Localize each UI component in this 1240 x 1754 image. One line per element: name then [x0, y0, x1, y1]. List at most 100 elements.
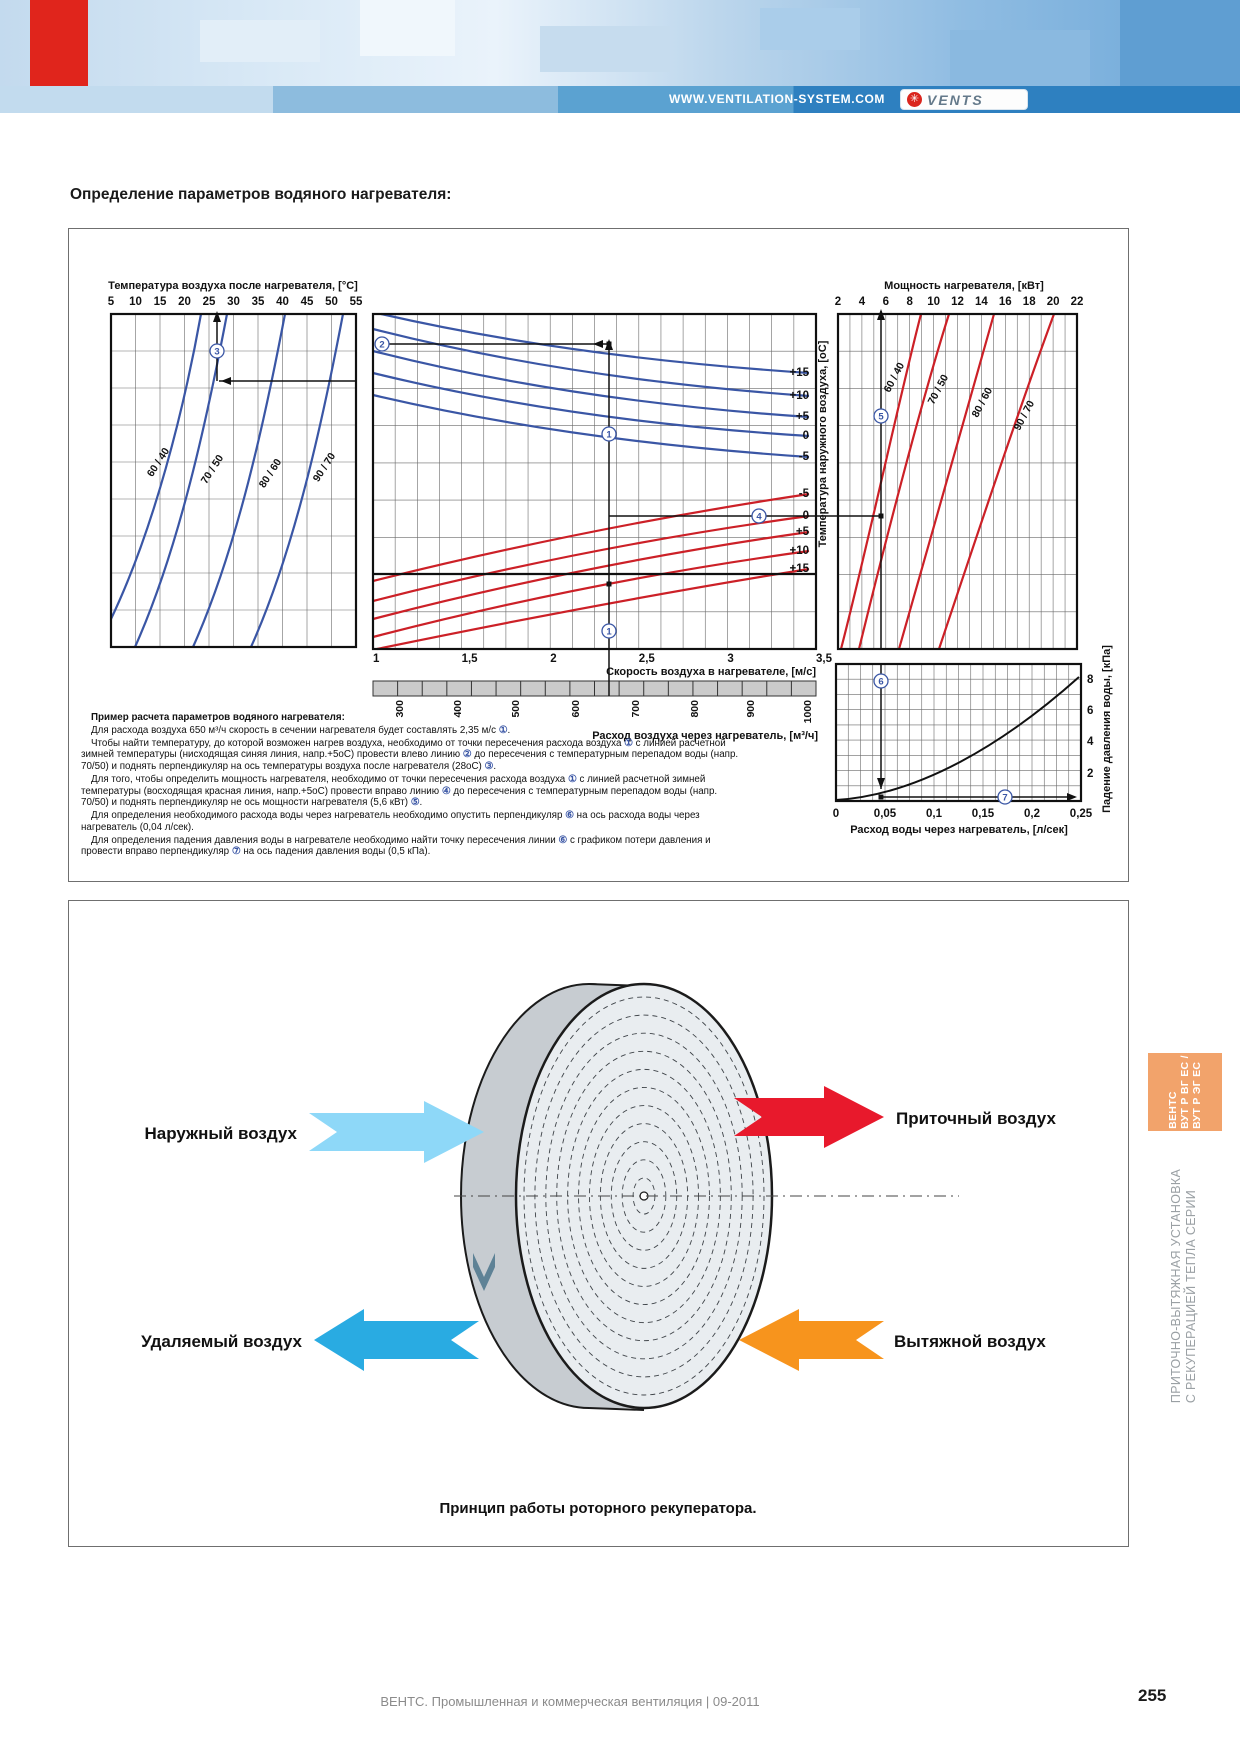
sky-tile	[200, 20, 320, 62]
example-paragraph: Для определения необходимого расхода вод…	[81, 810, 700, 833]
example-paragraph: Чтобы найти температуру, до которой возм…	[81, 737, 739, 773]
svg-text:40: 40	[276, 296, 289, 308]
svg-text:15: 15	[154, 296, 167, 308]
svg-text:5: 5	[878, 412, 884, 423]
svg-text:3,5: 3,5	[816, 653, 833, 665]
brand-name: VENTS	[927, 91, 984, 108]
left-panel-water-curves	[110, 313, 345, 648]
series-label-line: С РЕКУПЕРАЦИЕЙ ТЕПЛА СЕРИИ	[1184, 1189, 1198, 1404]
svg-text:900: 900	[745, 700, 757, 718]
nomogram-chart: Температура воздуха после нагревателя, […	[108, 280, 1113, 836]
svg-text:800: 800	[689, 700, 701, 718]
svg-text:22: 22	[1071, 296, 1084, 308]
svg-text:8: 8	[1087, 674, 1094, 686]
svg-text:12: 12	[951, 296, 964, 308]
right-panel-power-curves	[839, 313, 1056, 650]
svg-text:25: 25	[203, 296, 216, 308]
svg-text:2: 2	[835, 296, 841, 308]
pressure-panel-grid	[836, 664, 1081, 801]
svg-text:50: 50	[325, 296, 338, 308]
svg-text:500: 500	[510, 700, 522, 718]
heater-nomogram-figure: Температура воздуха после нагревателя, […	[68, 228, 1129, 882]
water-flow-axis-ticks: 0 0,05 0,1 0,15 0,2 0,25	[833, 808, 1093, 820]
rotary-recuperator-figure: Наружный воздух Приточный воздух Удаляем…	[68, 900, 1129, 1547]
svg-text:6: 6	[883, 296, 889, 308]
svg-text:600: 600	[570, 700, 582, 718]
example-title: Пример расчета параметров водяного нагре…	[91, 712, 345, 723]
figure-caption: Принцип работы роторного рекуператора.	[439, 1500, 756, 1517]
series-label-text: ПРИТОЧНО-ВЫТЯЖНАЯ УСТАНОВКА С РЕКУПЕРАЦИ…	[1169, 1169, 1199, 1403]
series-tab-line: ВУТ Р ЭГ ЕС	[1191, 1061, 1203, 1129]
footer-text: ВЕНТС. Промышленная и коммерческая венти…	[380, 1694, 760, 1709]
svg-text:35: 35	[252, 296, 265, 308]
svg-text:20: 20	[178, 296, 191, 308]
brand-red-block	[30, 0, 88, 88]
svg-text:3: 3	[214, 347, 219, 358]
series-tab-line: ВУТ Р ВГ ЕС /	[1179, 1055, 1191, 1129]
right-curve-labels: 60 / 40 70 / 50 80 / 60 90 / 70	[882, 360, 1038, 432]
middle-panel-border	[371, 312, 818, 651]
svg-text:-5: -5	[799, 451, 810, 463]
svg-text:5: 5	[108, 296, 115, 308]
svg-text:+10: +10	[789, 390, 809, 402]
extract-air-arrow	[314, 1309, 479, 1371]
svg-text:+15: +15	[789, 563, 809, 575]
svg-text:0: 0	[833, 808, 839, 820]
velocity-axis-title: Скорость воздуха в нагревателе, [м/с]	[606, 666, 816, 678]
svg-text:0,25: 0,25	[1070, 808, 1093, 820]
left-panel-border	[109, 312, 358, 649]
example-paragraph: Для определения падения давления воды в …	[81, 834, 711, 858]
svg-text:0,2: 0,2	[1024, 808, 1040, 820]
svg-text:1: 1	[606, 430, 612, 441]
website-url: WWW.VENTILATION-SYSTEM.COM	[668, 92, 885, 106]
svg-text:14: 14	[975, 296, 988, 308]
svg-text:1,5: 1,5	[462, 653, 479, 665]
svg-text:30: 30	[227, 296, 240, 308]
svg-text:300: 300	[394, 700, 406, 718]
step-markers: 1 2 3 4 5 6 7 1	[209, 336, 1013, 805]
svg-text:10: 10	[927, 296, 940, 308]
svg-text:1: 1	[606, 627, 612, 638]
svg-text:45: 45	[301, 296, 314, 308]
svg-text:18: 18	[1023, 296, 1036, 308]
svg-text:-5: -5	[799, 488, 810, 500]
middle-panel-red-curves	[372, 492, 810, 651]
svg-text:80 / 60: 80 / 60	[257, 457, 285, 491]
svg-text:2: 2	[379, 340, 384, 351]
series-tab-line: ВЕНТС	[1167, 1091, 1179, 1129]
example-paragraphs: Для расхода воздуха 650 м³/ч скорость в …	[81, 725, 739, 858]
page-title: Определение параметров водяного нагреват…	[70, 186, 452, 203]
left-panel-grid	[111, 314, 356, 647]
svg-text:10: 10	[129, 296, 142, 308]
middle-panel-blue-curves	[372, 312, 810, 459]
pressure-axis-ticks: 2 4 6 8	[1087, 674, 1094, 780]
series-label-line: ПРИТОЧНО-ВЫТЯЖНАЯ УСТАНОВКА	[1169, 1168, 1183, 1404]
rotor-wheel	[454, 982, 959, 1411]
sky-tile	[760, 8, 860, 50]
series-tab: ВЕНТС ВУТ Р ВГ ЕС / ВУТ Р ЭГ ЕС	[1148, 1053, 1222, 1131]
exhaust-air-label: Вытяжной воздух	[894, 1332, 1046, 1351]
outdoor-air-label: Наружный воздух	[144, 1124, 297, 1143]
left-axis-ticks: 5 10 15 20 25 30 35 40 45 50 55	[108, 296, 363, 308]
outdoor-temp-blue-labels: +15 +10 +5 0 -5	[789, 367, 809, 463]
pressure-panel-border	[834, 662, 1083, 803]
supply-air-arrow	[734, 1086, 884, 1148]
svg-text:16: 16	[999, 296, 1012, 308]
pressure-axis-title: Падение давления воды, [кПа]	[1101, 645, 1113, 813]
svg-text:+5: +5	[796, 411, 810, 423]
airflow-axis-title: Расход воздуха через нагреватель, [м³/ч]	[592, 730, 818, 742]
airflow-scale-ticks	[397, 681, 792, 696]
series-tab-text: ВЕНТС ВУТ Р ВГ ЕС / ВУТ Р ЭГ ЕС	[1167, 1055, 1203, 1129]
svg-text:0,1: 0,1	[926, 808, 943, 820]
outdoor-temp-red-labels: -5 0 +5 +10 +15	[789, 488, 809, 575]
svg-text:55: 55	[350, 296, 363, 308]
sky-tile	[540, 26, 670, 72]
svg-text:7: 7	[1002, 793, 1007, 804]
svg-text:0: 0	[803, 510, 809, 522]
pressure-drop-curve	[835, 676, 1080, 801]
svg-text:70 / 50: 70 / 50	[199, 453, 227, 487]
svg-text:90 / 70: 90 / 70	[1012, 398, 1038, 432]
extract-air-label: Удаляемый воздух	[141, 1332, 302, 1351]
svg-text:2,5: 2,5	[639, 653, 656, 665]
page-number: 255	[1138, 1686, 1167, 1705]
